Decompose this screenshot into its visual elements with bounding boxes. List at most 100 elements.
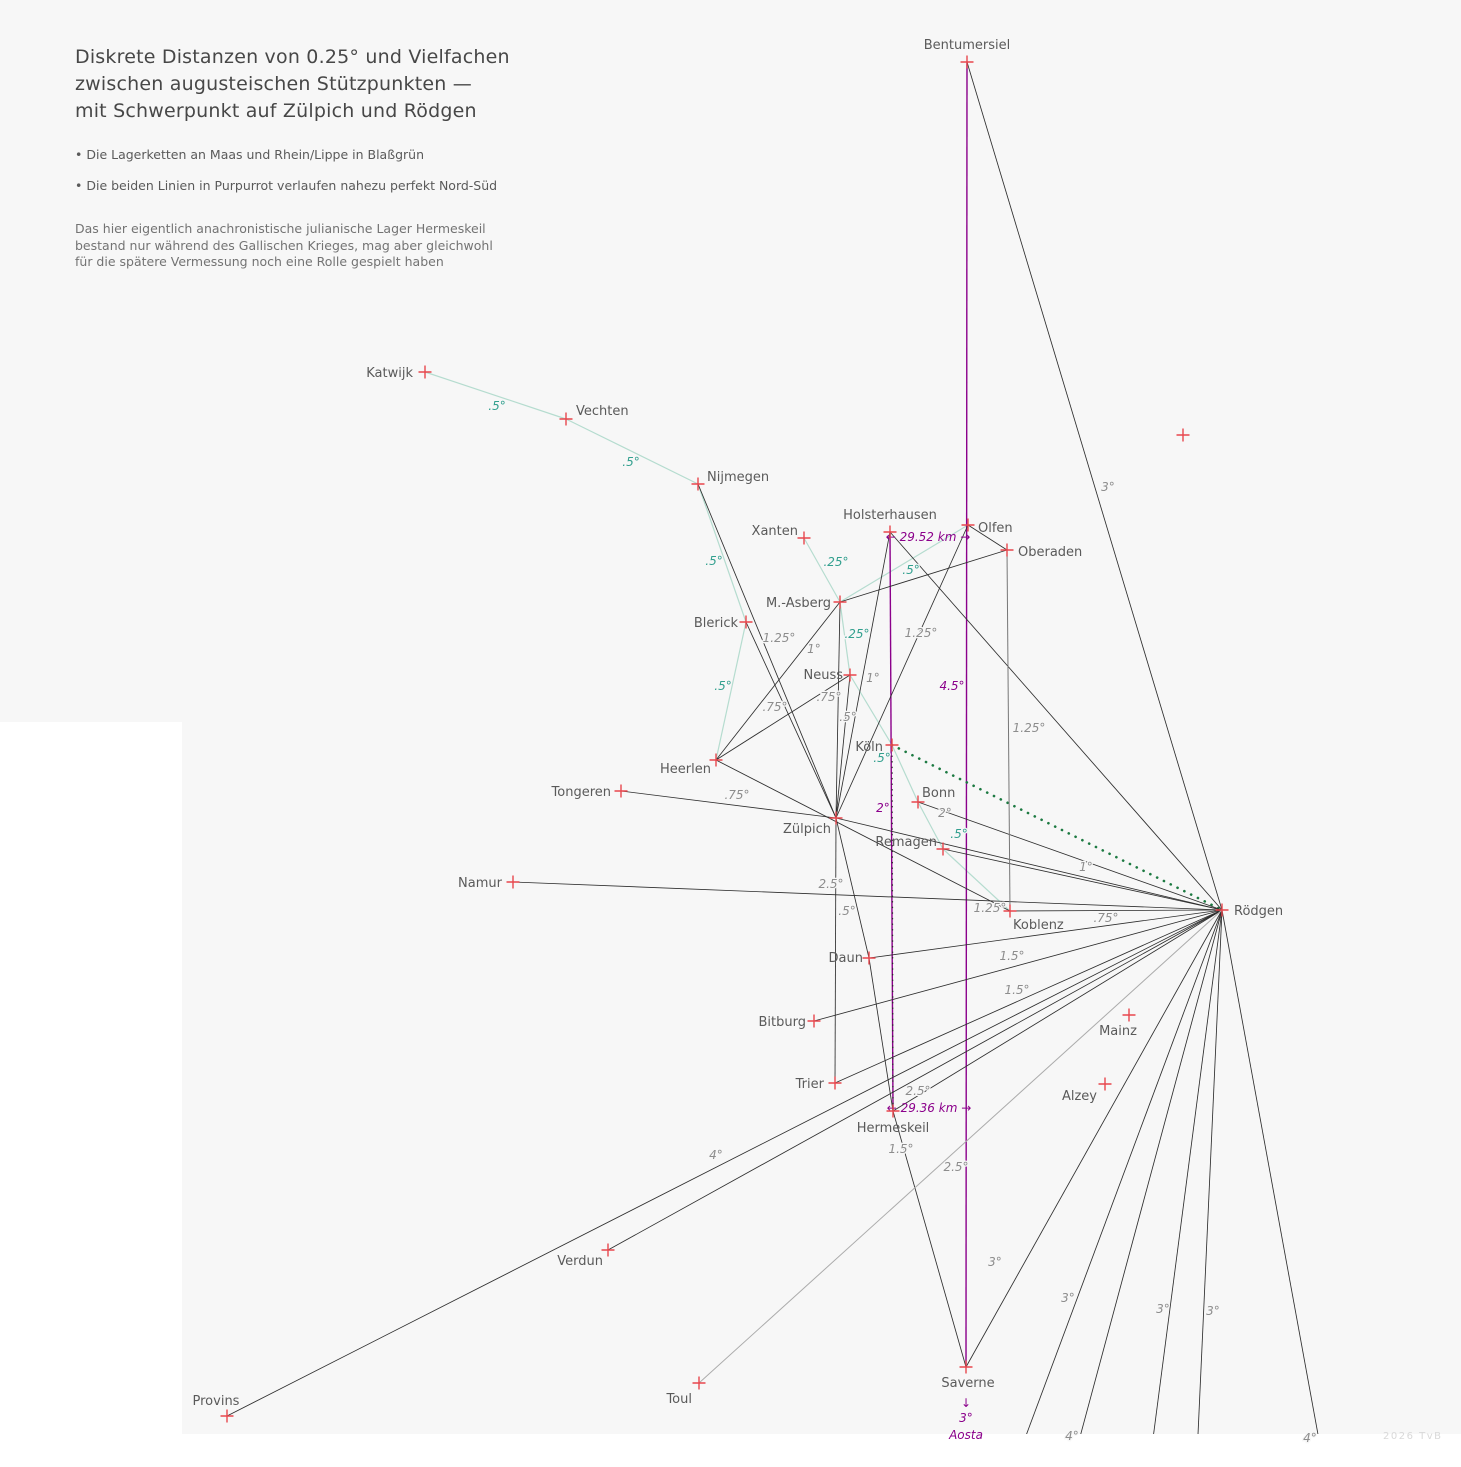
node-alz-label: Alzey: [1062, 1089, 1097, 1104]
edge-ben-roe: [966, 61, 1223, 911]
edge-label-obe-kob: 1.25°: [1013, 721, 1046, 735]
node-tri-label: Trier: [795, 1077, 825, 1092]
edge-label-roe-r3: 3°: [1156, 1302, 1170, 1316]
edge-roe-r5: [1221, 909, 1325, 1467]
edge-label-asb-zue: 1°: [807, 642, 821, 656]
edge-label-ben-sav: 4.5°: [939, 679, 964, 693]
edge-label-hee-asb: .75°: [762, 700, 787, 714]
edge-label-tou-roe: 2.5°: [943, 1160, 968, 1174]
edge-label-bit-roe: 1.5°: [1004, 983, 1029, 997]
edge-ble-zue: [745, 621, 837, 819]
edge-label-rem-kob: .5°: [950, 827, 967, 841]
node-zue-label: Zülpich: [783, 822, 831, 837]
edge-roe-sav: [965, 909, 1223, 1368]
node-ver-label: Verdun: [557, 1254, 603, 1269]
node-zue-cross: [829, 811, 843, 825]
node-nij-label: Nijmegen: [707, 470, 769, 485]
node-hol-label: Holsterhausen: [843, 508, 937, 523]
edge-label-hee-neu: .75°: [816, 690, 841, 704]
node-kat-cross: [418, 365, 432, 379]
edge-vec-nij: [565, 418, 699, 485]
edge-roe-r2: [1071, 909, 1223, 1467]
plot-background: [0, 0, 1461, 1434]
node-asb-label: M.-Asberg: [766, 596, 831, 611]
node-xan-label: Xanten: [752, 524, 798, 539]
node-sav-label: Saverne: [941, 1376, 994, 1391]
node-rem-cross: [936, 842, 950, 856]
edge-label-zue-roe: 2°: [938, 806, 952, 820]
edge-koe-roe: [890, 743, 1224, 912]
edge-olf-zue: [835, 524, 969, 819]
edge-xan-asb: [803, 537, 841, 603]
node-xan-cross: [797, 531, 811, 545]
edge-koe-her: [891, 744, 894, 1112]
edge-label-ben-roe: 3°: [1101, 480, 1115, 494]
floating-label-km-north: ← 29.52 km →: [886, 530, 971, 544]
node-ben-label: Bentumersiel: [924, 38, 1011, 53]
edge-label-nam-roe: 2.5°: [818, 877, 843, 891]
edge-label-ton-zue: .75°: [724, 788, 749, 802]
edge-label-zue-dau: .5°: [838, 904, 855, 918]
node-unk-cross: [1176, 428, 1190, 442]
node-neu-label: Neuss: [803, 668, 843, 683]
edge-rem-kob: [942, 848, 1011, 912]
node-sav-cross: [959, 1360, 973, 1374]
node-tri-cross: [828, 1076, 842, 1090]
edge-zue-tri: [834, 817, 837, 1084]
edge-hee-asb: [715, 601, 841, 761]
node-pro-label: Provins: [193, 1394, 240, 1409]
edge-label-dau-roe: 1.5°: [999, 949, 1024, 963]
edge-kat-vec: [424, 371, 567, 420]
edge-label-hol-her: 2°: [876, 801, 890, 815]
edge-hee-kob: [715, 759, 1011, 912]
node-kat-label: Katwijk: [366, 366, 413, 381]
edge-label-asb-neu: .25°: [844, 627, 869, 641]
node-koe-cross: [885, 738, 899, 752]
edge-koe-bon: [891, 744, 919, 803]
node-hee-cross: [709, 753, 723, 767]
edge-label-olf-zue: 1.25°: [905, 626, 938, 640]
edge-roe-r3: [1148, 909, 1223, 1467]
node-roe-cross: [1215, 903, 1229, 917]
edge-nij-zue: [697, 483, 837, 819]
edge-bon-rem: [917, 801, 944, 850]
edge-ton-zue: [620, 790, 837, 819]
node-dau-label: Daun: [829, 951, 863, 966]
watermark: 2026 TvB: [1383, 1431, 1443, 1442]
node-vec-label: Vechten: [576, 404, 629, 419]
node-bit-cross: [807, 1014, 821, 1028]
floating-label-saverne-aosta: Aosta: [948, 1428, 983, 1442]
edge-obe-kob: [1006, 549, 1011, 912]
edge-ben-sav: [965, 61, 968, 1368]
node-kob-label: Koblenz: [1013, 918, 1064, 933]
edge-pro-roe: [226, 909, 1223, 1417]
node-obe-label: Oberaden: [1018, 545, 1082, 560]
edge-label-bon-roe: 1°: [1079, 860, 1093, 874]
node-bit-label: Bitburg: [759, 1015, 807, 1030]
node-mai-label: Mainz: [1099, 1024, 1137, 1039]
edge-label-pro-roe: 4°: [709, 1148, 723, 1162]
edge-zue-dau: [835, 817, 870, 959]
edge-label-roe-r4: 3°: [1206, 1304, 1220, 1318]
node-ton-cross: [614, 784, 628, 798]
edge-ver-roe: [607, 909, 1223, 1251]
floating-label-km-south: ← 29.36 km →: [887, 1101, 972, 1115]
node-rem-label: Remagen: [875, 835, 937, 850]
node-ton-label: Tongeren: [551, 785, 611, 800]
node-roe-label: Rödgen: [1234, 904, 1283, 919]
node-nam-label: Namur: [458, 876, 503, 891]
edge-bit-roe: [813, 909, 1223, 1022]
node-tou-label: Toul: [665, 1392, 692, 1407]
edge-her-sav: [892, 1110, 967, 1368]
edge-bon-roe: [917, 801, 1223, 911]
edge-her-roe: [892, 909, 1223, 1112]
node-olf-cross: [961, 518, 975, 532]
edge-label-roe-r5: 4°: [1303, 1431, 1317, 1445]
edge-label-hee-kob: 1.25°: [974, 901, 1007, 915]
edge-label-nij-zue: 1.25°: [763, 631, 796, 645]
edge-label-kob-roe: .75°: [1093, 911, 1118, 925]
node-obe-cross: [1000, 543, 1014, 557]
node-mai-cross: [1122, 1008, 1136, 1022]
